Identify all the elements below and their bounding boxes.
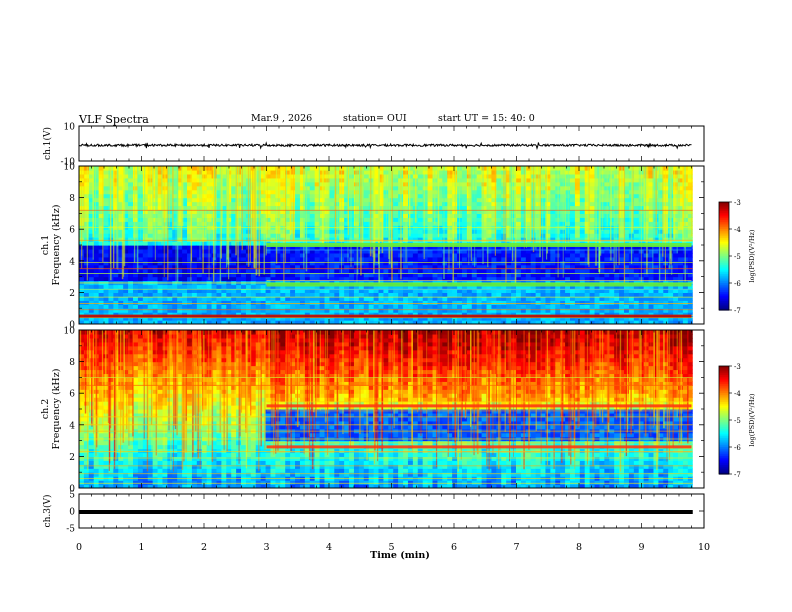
- colorbar-tick-label: -4: [734, 390, 741, 398]
- x-tick-label: 2: [201, 542, 207, 553]
- colorbar-tick-label: -4: [734, 226, 741, 234]
- y-tick-label: 8: [69, 358, 75, 368]
- chart-title: VLF Spectra: [79, 113, 149, 126]
- x-tick-label: 5: [388, 542, 394, 553]
- colorbar-tick-label: -7: [734, 307, 741, 315]
- start-time-label: start UT = 15: 40: 0: [438, 113, 535, 124]
- panel-frame: [78, 125, 705, 162]
- y-tick-label: 0: [69, 485, 75, 495]
- y-tick-label: -10: [61, 158, 76, 168]
- y-tick-label: 2: [69, 453, 75, 463]
- colorbar-tick-label: -7: [734, 471, 741, 479]
- x-tick-label: 3: [263, 542, 269, 553]
- y-axis-label: ch.2: [40, 399, 51, 420]
- y-tick-label: 4: [69, 257, 75, 267]
- y-tick-label: 4: [69, 421, 75, 431]
- y-axis-label: Frequency (kHz): [51, 205, 62, 286]
- y-tick-label: 5: [69, 491, 75, 501]
- colorbar-tick-label: -5: [734, 417, 741, 425]
- y-tick-label: 10: [64, 163, 76, 173]
- y-tick-label: 10: [64, 327, 76, 337]
- x-tick-label: 10: [698, 542, 710, 553]
- y-tick-label: 6: [69, 226, 75, 236]
- y-tick-label: 0: [69, 508, 75, 518]
- x-tick-label: 4: [326, 542, 332, 553]
- colorbar: -3 -4 -5 -6 -7 log(PSD)(V²/Hz): [718, 363, 756, 479]
- station-label: station= OUI: [343, 113, 407, 124]
- x-tick-label: 6: [451, 542, 457, 553]
- x-axis-label: Time (min): [370, 550, 430, 561]
- ch1-waveform-line: [78, 141, 692, 151]
- y-tick-label: 10: [64, 123, 76, 133]
- colorbar-tick-label: -3: [734, 199, 741, 207]
- y-tick-label: 2: [69, 289, 75, 299]
- y-axis-label: ch.1: [40, 235, 51, 256]
- y-tick-label: 0: [69, 321, 75, 331]
- x-tick-label: 9: [638, 542, 644, 553]
- date-label: Mar.9 , 2026: [251, 113, 313, 124]
- y-axis-label: ch.3(V): [42, 495, 53, 528]
- y-tick-label: -5: [66, 525, 75, 535]
- x-tick-label: 0: [76, 542, 82, 553]
- colorbar-label: log(PSD)(V²/Hz): [748, 229, 756, 282]
- colorbar-tick-label: -6: [734, 444, 741, 452]
- y-tick-label: 8: [69, 194, 75, 204]
- x-tick-label: 7: [513, 542, 519, 553]
- x-tick-label: 8: [576, 542, 582, 553]
- x-tick-label: 1: [138, 542, 144, 553]
- ch1-spectrogram: [79, 166, 693, 324]
- ch2-spectrogram: [79, 330, 693, 488]
- colorbar-tick-label: -3: [734, 363, 741, 371]
- colorbar-label: log(PSD)(V²/Hz): [748, 393, 756, 446]
- y-axis-label: Frequency (kHz): [51, 369, 62, 450]
- colorbar-tick-label: -6: [734, 280, 741, 288]
- colorbar: -3 -4 -5 -6 -7 log(PSD)(V²/Hz): [718, 199, 756, 315]
- y-tick-label: 6: [69, 390, 75, 400]
- colorbar-tick-label: -5: [734, 253, 741, 261]
- y-axis-label: ch.1(V): [42, 127, 53, 160]
